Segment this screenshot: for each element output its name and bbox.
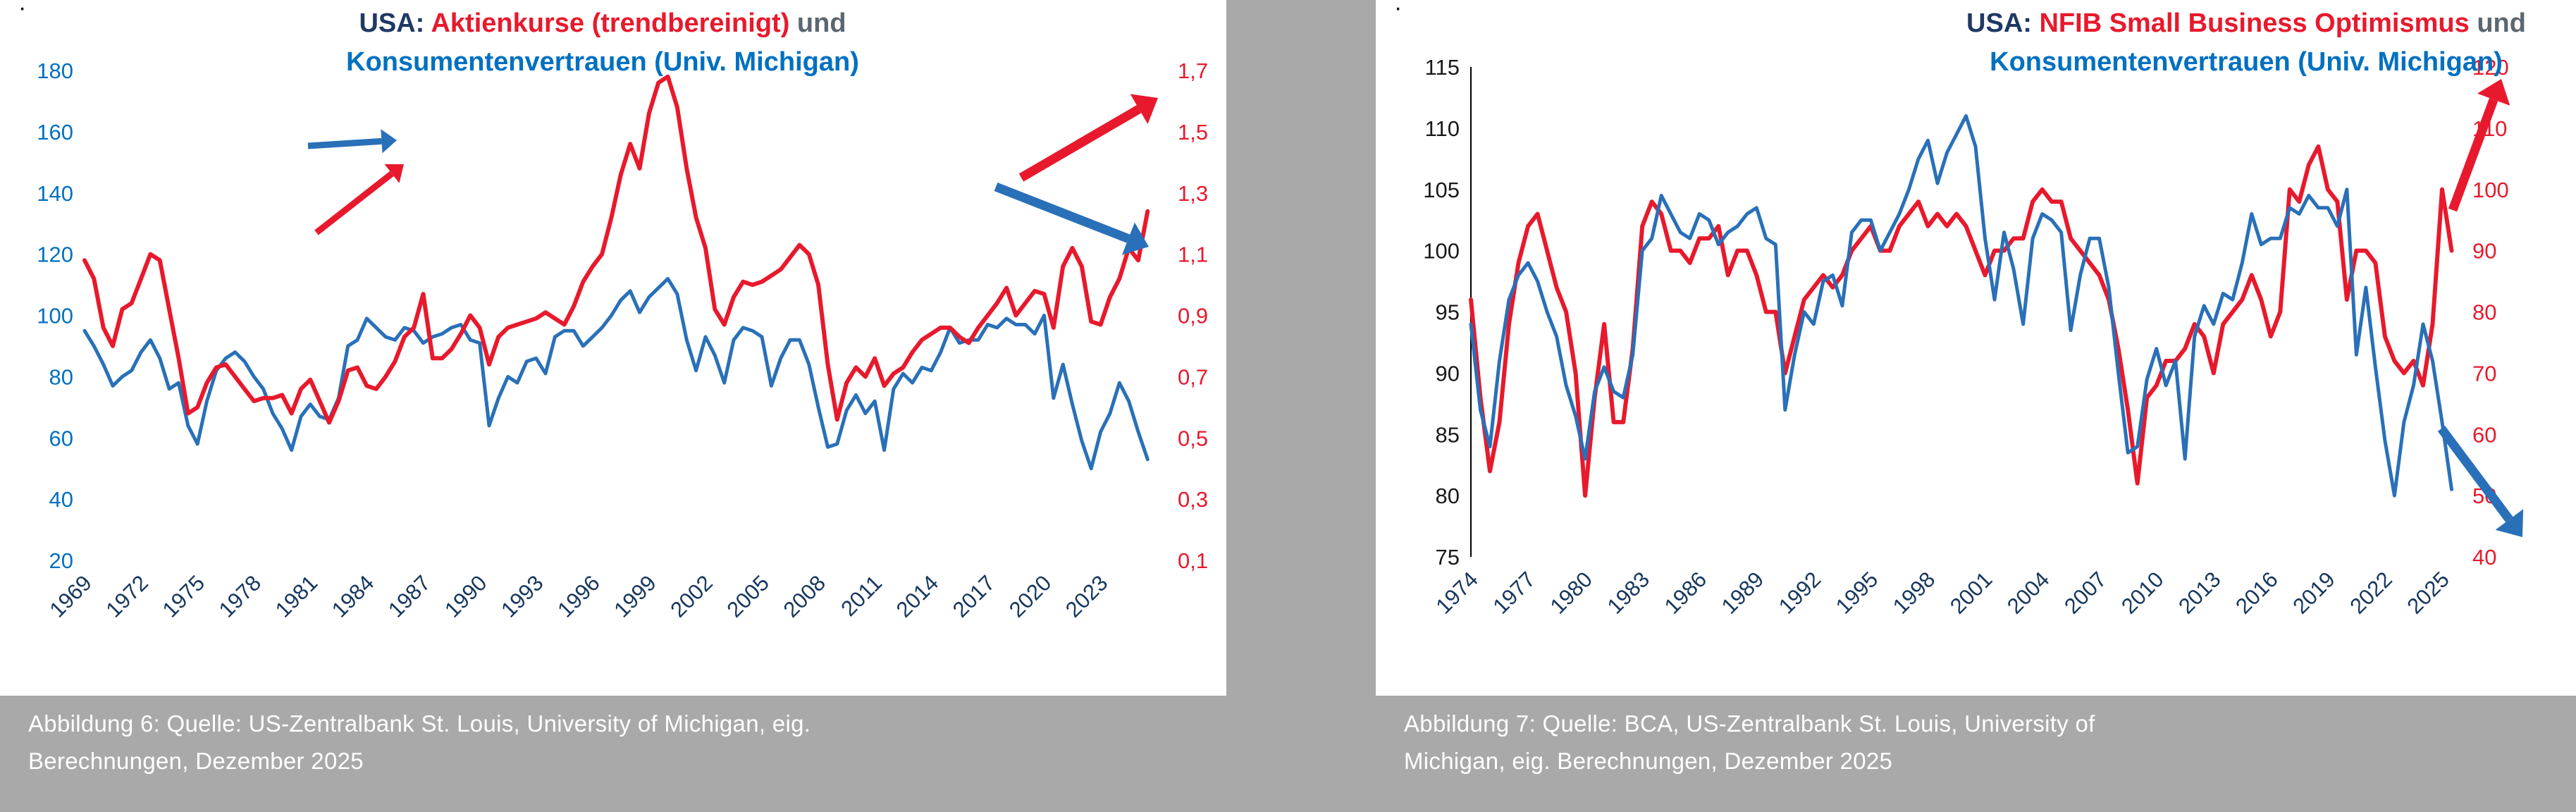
svg-text:110: 110 [1425, 116, 1460, 141]
svg-text:80: 80 [49, 364, 73, 389]
svg-text:2008: 2008 [779, 570, 831, 622]
svg-text:1981: 1981 [271, 570, 323, 622]
svg-text:20: 20 [49, 548, 73, 573]
svg-text:100: 100 [1423, 239, 1460, 264]
title-prefix: USA: [1966, 8, 2040, 38]
right-chart-title: USA: NFIB Small Business Optimismus und … [1966, 4, 2526, 82]
svg-text:0,5: 0,5 [1178, 426, 1208, 450]
svg-text:120: 120 [37, 242, 73, 267]
caption-line2: Berechnungen, Dezember 2025 [28, 748, 364, 774]
svg-text:1984: 1984 [327, 570, 379, 622]
svg-text:100: 100 [2472, 178, 2509, 202]
svg-text:105: 105 [1423, 178, 1460, 202]
left-chart-panel: · USA: Aktienkurse (trendbereinigt) und … [0, 0, 1226, 696]
svg-text:1999: 1999 [609, 570, 661, 622]
svg-text:2005: 2005 [722, 570, 774, 622]
svg-text:0,9: 0,9 [1178, 304, 1208, 328]
svg-text:75: 75 [1436, 545, 1460, 570]
svg-text:40: 40 [49, 487, 73, 512]
svg-text:1977: 1977 [1488, 567, 1540, 619]
svg-text:80: 80 [1436, 484, 1460, 508]
svg-text:1978: 1978 [214, 570, 266, 622]
svg-text:2011: 2011 [836, 570, 887, 621]
svg-text:1,5: 1,5 [1178, 120, 1208, 144]
svg-text:2016: 2016 [2231, 567, 2283, 619]
caption-line2: Michigan, eig. Berechnungen, Dezember 20… [1404, 748, 1893, 774]
left-chart-title: USA: Aktienkurse (trendbereinigt) und Ko… [346, 4, 859, 82]
svg-text:1986: 1986 [1660, 567, 1712, 619]
svg-text:2025: 2025 [2402, 567, 2454, 619]
svg-text:160: 160 [37, 120, 73, 144]
svg-text:0,7: 0,7 [1178, 364, 1208, 389]
svg-text:1969: 1969 [44, 570, 97, 622]
svg-text:1975: 1975 [158, 570, 210, 622]
svg-text:0,3: 0,3 [1178, 487, 1208, 512]
svg-text:60: 60 [49, 426, 73, 450]
svg-text:60: 60 [2472, 422, 2496, 447]
title-prefix: USA: [359, 8, 431, 38]
panel-marker-dot: · [18, 0, 27, 21]
right-chart-canvas: 1151101051009590858075120110100908070605… [1423, 55, 2524, 619]
svg-text:70: 70 [2472, 361, 2496, 386]
svg-text:2002: 2002 [665, 570, 717, 622]
svg-text:2007: 2007 [2059, 567, 2112, 619]
right-chart-title-line1: USA: NFIB Small Business Optimismus und [1966, 4, 2526, 43]
panel-marker-dot: · [1394, 0, 1403, 21]
caption-line1: Abbildung 7: Quelle: BCA, US-Zentralbank… [1404, 710, 2095, 737]
svg-text:120: 120 [2472, 55, 2509, 80]
svg-text:140: 140 [37, 181, 73, 206]
svg-text:80: 80 [2472, 300, 2496, 325]
svg-text:1996: 1996 [553, 570, 605, 622]
svg-text:1983: 1983 [1603, 567, 1655, 619]
left-chart-canvas: 180 160 140 120 100 80 60 40 20 1,7 1,5 1,3 1,1 0,9 0,… [37, 59, 1208, 622]
title-highlight: NFIB Small Business Optimismus [2039, 8, 2470, 38]
svg-text:95: 95 [1436, 300, 1460, 325]
svg-text:1990: 1990 [440, 570, 492, 622]
svg-text:85: 85 [1436, 422, 1460, 447]
left-chart-title-line1: USA: Aktienkurse (trendbereinigt) und [346, 4, 859, 43]
svg-text:2019: 2019 [2288, 567, 2340, 619]
svg-text:2017: 2017 [948, 570, 1000, 622]
title-highlight: Aktienkurse (trendbereinigt) [431, 8, 790, 38]
svg-text:90: 90 [1436, 361, 1460, 386]
svg-text:2013: 2013 [2174, 567, 2226, 619]
svg-text:2020: 2020 [1004, 570, 1056, 622]
title-conjunction: und [789, 8, 846, 38]
svg-text:1980: 1980 [1546, 567, 1598, 619]
svg-text:90: 90 [2472, 239, 2496, 264]
svg-text:1992: 1992 [1774, 567, 1826, 619]
svg-text:40: 40 [2472, 545, 2496, 570]
svg-text:180: 180 [37, 59, 73, 83]
svg-text:2023: 2023 [1061, 570, 1113, 622]
svg-text:1993: 1993 [496, 570, 548, 622]
right-chart-panel: · USA: NFIB Small Business Optimismus un… [1376, 0, 2576, 696]
svg-text:1974: 1974 [1431, 567, 1483, 619]
svg-text:1,3: 1,3 [1178, 181, 1208, 206]
left-chart-caption: Abbildung 6: Quelle: US-Zentralbank St. … [28, 705, 811, 780]
svg-text:0,1: 0,1 [1178, 548, 1208, 573]
left-chart-title-line2: Konsumentenvertrauen (Univ. Michigan) [346, 47, 859, 77]
svg-text:2001: 2001 [1945, 567, 1997, 619]
svg-text:2010: 2010 [2116, 567, 2169, 619]
svg-text:2014: 2014 [892, 570, 944, 622]
svg-text:1989: 1989 [1717, 567, 1769, 619]
svg-text:100: 100 [37, 304, 73, 328]
title-conjunction: und [2469, 8, 2526, 38]
right-chart-caption: Abbildung 7: Quelle: BCA, US-Zentralbank… [1404, 705, 2095, 780]
svg-text:1,1: 1,1 [1178, 242, 1208, 267]
svg-text:1972: 1972 [101, 570, 154, 622]
svg-text:1995: 1995 [1831, 567, 1883, 619]
right-chart-title-line2: Konsumentenvertrauen (Univ. Michigan) [1990, 47, 2503, 77]
caption-line1: Abbildung 6: Quelle: US-Zentralbank St. … [28, 710, 811, 737]
svg-text:1998: 1998 [1888, 567, 1940, 619]
svg-text:115: 115 [1425, 55, 1460, 80]
svg-text:2004: 2004 [2002, 567, 2054, 619]
svg-text:1,7: 1,7 [1178, 59, 1208, 83]
svg-text:1987: 1987 [383, 570, 436, 622]
svg-text:2022: 2022 [2345, 567, 2397, 619]
